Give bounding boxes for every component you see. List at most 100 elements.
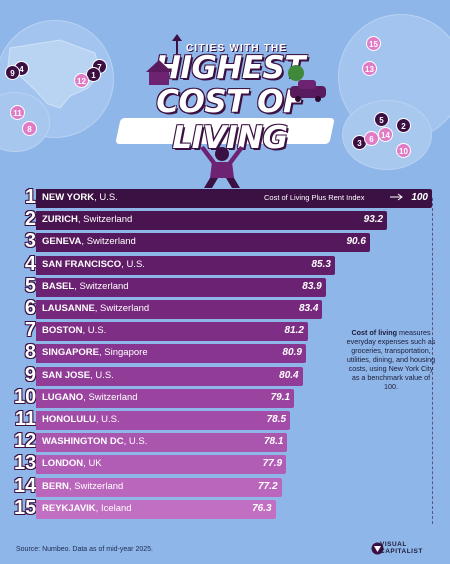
country-name: , Switzerland xyxy=(74,280,129,292)
bar xyxy=(36,277,326,297)
rank-label: 14 xyxy=(14,474,37,497)
note-term: Cost of living xyxy=(351,328,397,337)
rank-label: 12 xyxy=(14,430,37,453)
city-name: BASEL xyxy=(42,280,75,292)
country-name: , Switzerland xyxy=(81,236,136,248)
bar-row-3: 3 GENEVA, Switzerland 90.6 xyxy=(14,230,434,253)
rank-label: 2 xyxy=(24,208,36,231)
city-label: SINGAPORE, Singapore xyxy=(42,347,148,358)
city-name: WASHINGTON DC xyxy=(42,436,124,448)
rank-label: 15 xyxy=(14,496,37,519)
country-name: , Iceland xyxy=(95,502,132,514)
value-label: 83.4 xyxy=(298,303,319,314)
title-line-2: COST OF LIVING xyxy=(156,84,304,156)
city-name: LAUSANNE xyxy=(42,303,95,314)
map-marker-11: 11 xyxy=(10,105,25,120)
bar-row-10: 10 LUGANO, Switzerland 79.1 xyxy=(14,385,434,408)
bar-row-9: 9 SAN JOSE, U.S. 80.4 xyxy=(14,364,434,386)
map-marker-2: 2 xyxy=(396,118,411,133)
car-illustration xyxy=(290,80,326,102)
bar xyxy=(36,344,306,364)
bar xyxy=(36,211,388,231)
benchmark-dashed-line xyxy=(432,198,433,524)
bar xyxy=(36,477,282,497)
value-label: 100 xyxy=(411,192,428,203)
note-text: measures everyday expenses such as groce… xyxy=(346,328,436,391)
bar-row-7: 7 BOSTON, U.S. 81.2 xyxy=(14,319,434,342)
country-name: , Switzerland xyxy=(94,303,150,314)
person-illustration xyxy=(200,146,244,188)
country-name: , U.S. xyxy=(123,436,148,448)
city-label: NEW YORK, U.S. xyxy=(42,192,118,203)
city-label: BOSTON, U.S. xyxy=(42,325,106,336)
country-name: , Switzerland xyxy=(83,391,138,403)
city-name: LUGANO xyxy=(42,391,84,403)
city-name: REYKJAVIK xyxy=(42,502,96,514)
visual-capitalist-logo: VISUAL CAPITALIST xyxy=(380,541,423,555)
city-label: LONDON, UK xyxy=(42,458,102,469)
bar-row-11: 11 HONOLULU, U.S. 78.5 xyxy=(14,408,434,430)
city-label: SAN JOSE, U.S. xyxy=(42,370,114,381)
value-label: 77.2 xyxy=(258,480,278,492)
city-name: ZURICH xyxy=(42,214,78,226)
rank-label: 4 xyxy=(24,252,36,275)
bar xyxy=(36,366,303,386)
rank-label: 10 xyxy=(14,385,37,408)
city-name: SINGAPORE xyxy=(42,347,100,359)
city-name: SAN FRANCISCO xyxy=(42,258,122,270)
bar xyxy=(36,322,308,342)
country-name: , Switzerland xyxy=(77,214,133,226)
bar xyxy=(36,433,288,453)
map-marker-5: 5 xyxy=(374,112,389,127)
city-label: WASHINGTON DC, U.S. xyxy=(42,436,147,447)
bar-row-6: 6 LAUSANNE, Switzerland 83.4 xyxy=(14,297,434,319)
city-name: BERN xyxy=(42,480,69,492)
value-label: 78.5 xyxy=(266,414,287,425)
arrow-up-icon xyxy=(172,34,182,54)
rank-label: 5 xyxy=(24,274,36,297)
bar-row-14: 14 BERN, Switzerland 77.2 xyxy=(14,474,434,497)
city-label: SAN FRANCISCO, U.S. xyxy=(42,259,145,270)
bar xyxy=(36,255,335,275)
value-label: 80.4 xyxy=(279,369,299,381)
index-label: Cost of Living Plus Rent Index xyxy=(264,193,365,202)
value-label: 90.6 xyxy=(346,236,366,248)
map-marker-15: 15 xyxy=(366,36,381,51)
rank-label: 8 xyxy=(24,341,36,364)
map-marker-14: 14 xyxy=(378,127,393,142)
value-label: 76.3 xyxy=(252,502,272,514)
city-label: BERN, Switzerland xyxy=(42,481,123,492)
bar xyxy=(36,388,295,408)
city-name: HONOLULU xyxy=(42,414,96,425)
map-marker-6: 6 xyxy=(364,131,379,146)
bar-row-13: 13 LONDON, UK 77.9 xyxy=(14,452,434,475)
city-label: GENEVA, Switzerland xyxy=(42,236,136,247)
city-name: BOSTON xyxy=(42,325,83,337)
value-label: 78.1 xyxy=(263,436,284,448)
map-marker-12: 12 xyxy=(74,73,89,88)
map-marker-13: 13 xyxy=(362,61,377,76)
country-name: , U.S. xyxy=(90,369,114,381)
visual-capitalist-logo-icon xyxy=(371,542,384,555)
value-label: 81.2 xyxy=(284,325,304,337)
map-marker-10: 10 xyxy=(396,143,411,158)
value-label: 93.2 xyxy=(363,214,384,226)
rank-label: 7 xyxy=(24,319,36,342)
rank-label: 1 xyxy=(24,186,36,208)
title-kicker: CITIES WITH THE xyxy=(186,43,288,54)
bar-row-5: 5 BASEL, Switzerland 83.9 xyxy=(14,274,434,297)
country-name: , U.S. xyxy=(94,192,118,203)
bar-row-12: 12 WASHINGTON DC, U.S. 78.1 xyxy=(14,430,434,453)
house-illustration xyxy=(146,60,172,85)
country-name: , U.S. xyxy=(121,258,145,270)
city-label: ZURICH, Switzerland xyxy=(42,214,132,225)
bar-row-8: 8 SINGAPORE, Singapore 80.9 xyxy=(14,341,434,364)
city-label: LAUSANNE, Switzerland xyxy=(42,303,149,314)
country-name: , U.S. xyxy=(95,414,120,425)
rank-label: 3 xyxy=(24,230,36,253)
city-label: HONOLULU, U.S. xyxy=(42,414,120,425)
country-name: , U.S. xyxy=(82,325,107,337)
country-name: , Switzerland xyxy=(68,480,124,492)
city-label: LUGANO, Switzerland xyxy=(42,392,138,403)
